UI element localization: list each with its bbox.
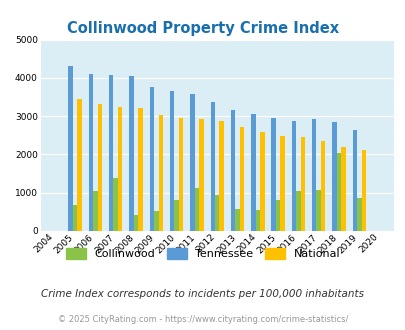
Bar [77, 99, 81, 231]
Bar [341, 147, 345, 231]
Bar [235, 209, 239, 231]
Bar [291, 121, 296, 231]
Bar [194, 188, 199, 231]
Bar [134, 215, 138, 231]
Bar [250, 114, 255, 231]
Bar [356, 198, 361, 231]
Bar [129, 76, 134, 231]
Bar [320, 141, 325, 231]
Bar [68, 66, 73, 231]
Bar [93, 191, 97, 231]
Bar [219, 121, 224, 231]
Text: © 2025 CityRating.com - https://www.cityrating.com/crime-statistics/: © 2025 CityRating.com - https://www.city… [58, 315, 347, 324]
Bar [73, 205, 77, 231]
Bar [98, 104, 102, 231]
Bar [118, 107, 122, 231]
Bar [149, 87, 154, 231]
Text: Collinwood Property Crime Index: Collinwood Property Crime Index [67, 21, 338, 36]
Bar [199, 119, 203, 231]
Bar [311, 119, 316, 231]
Bar [210, 102, 215, 231]
Bar [275, 200, 279, 231]
Bar [154, 211, 158, 231]
Bar [109, 75, 113, 231]
Bar [332, 122, 336, 231]
Bar [260, 132, 264, 231]
Bar [138, 108, 142, 231]
Bar [316, 190, 320, 231]
Bar [88, 74, 93, 231]
Bar [170, 91, 174, 231]
Bar [271, 118, 275, 231]
Text: Crime Index corresponds to incidents per 100,000 inhabitants: Crime Index corresponds to incidents per… [41, 289, 364, 299]
Bar [158, 115, 162, 231]
Legend: Collinwood, Tennessee, National: Collinwood, Tennessee, National [61, 244, 344, 263]
Bar [190, 94, 194, 231]
Bar [361, 150, 365, 231]
Bar [178, 118, 183, 231]
Bar [352, 130, 356, 231]
Bar [215, 195, 219, 231]
Bar [279, 136, 284, 231]
Bar [239, 127, 244, 231]
Bar [296, 191, 300, 231]
Bar [255, 210, 260, 231]
Bar [230, 110, 235, 231]
Bar [300, 137, 305, 231]
Bar [113, 178, 118, 231]
Bar [336, 153, 341, 231]
Bar [174, 200, 178, 231]
